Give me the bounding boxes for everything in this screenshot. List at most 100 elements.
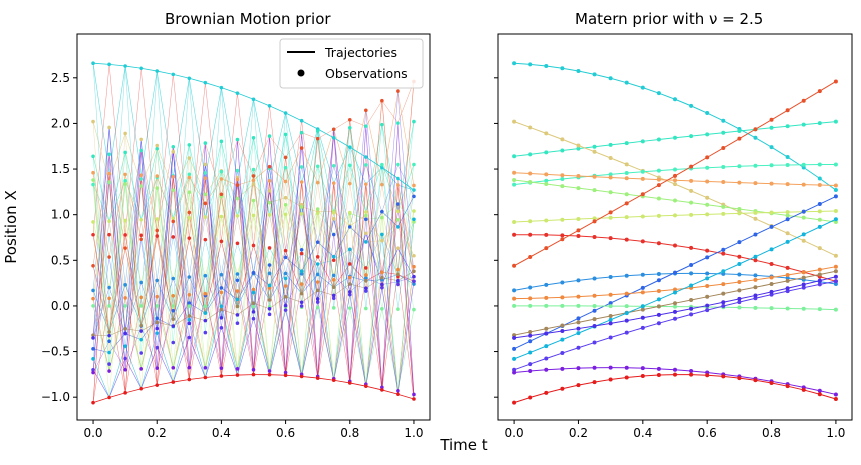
observation-point — [673, 372, 677, 377]
observation-point — [785, 276, 790, 281]
bm-observation-point — [412, 397, 416, 401]
bm-observation-point — [107, 333, 111, 338]
bm-observation-point — [283, 370, 288, 375]
bm-observation-point — [219, 374, 224, 378]
bm-observation-point — [283, 284, 288, 288]
observation-point — [512, 263, 517, 268]
observation-point — [608, 321, 613, 326]
observation-point — [560, 173, 565, 178]
bm-observation-point — [235, 177, 240, 182]
bm-observation-point — [203, 273, 208, 278]
bm-observation-point — [267, 134, 272, 138]
observation-point — [560, 323, 565, 328]
observation-point — [785, 182, 790, 187]
observation-point — [512, 119, 517, 124]
left-observation-points — [91, 61, 416, 405]
bm-observation-point — [412, 279, 416, 284]
observation-point — [673, 304, 677, 309]
observation-point — [576, 316, 581, 321]
bm-observation-point — [139, 66, 143, 71]
bm-observation-point — [299, 291, 304, 296]
bm-observation-point — [187, 314, 192, 318]
observation-point — [705, 179, 710, 184]
observation-point — [512, 346, 517, 351]
bm-observation-point — [396, 388, 400, 393]
bm-observation-point — [364, 240, 368, 244]
observation-point — [753, 163, 758, 168]
bm-observation-point — [107, 285, 111, 290]
bm-observation-point — [235, 289, 240, 293]
bm-observation-point — [364, 210, 368, 214]
bm-observation-point — [123, 344, 127, 348]
observation-point — [817, 272, 822, 277]
observation-point — [753, 305, 758, 310]
y-tick-label: 2.5 — [51, 71, 70, 85]
observation-point — [817, 267, 822, 272]
bm-observation-point — [331, 306, 336, 310]
bm-observation-point — [283, 373, 288, 378]
bm-observation-point — [380, 307, 384, 311]
observation-point — [705, 271, 710, 276]
bm-observation-point — [235, 321, 240, 326]
bm-observation-point — [412, 162, 416, 167]
y-tick-label: 0.0 — [51, 299, 70, 313]
observation-point — [769, 282, 774, 287]
bm-observation-point — [396, 267, 400, 272]
observation-point — [721, 180, 726, 185]
bm-observation-point — [219, 214, 224, 219]
bm-observation-point — [219, 139, 224, 144]
observation-point — [689, 369, 694, 374]
observation-point — [640, 307, 645, 312]
y-axis-title: Position X — [2, 190, 20, 263]
observation-point — [689, 312, 694, 317]
bm-observation-point — [171, 149, 176, 154]
observation-point — [608, 142, 613, 147]
bm-observation-point — [364, 306, 368, 311]
observation-point — [624, 176, 629, 181]
observation-point — [544, 303, 549, 308]
observation-point — [640, 315, 645, 320]
bm-observation-point — [171, 72, 176, 77]
observation-point — [753, 293, 758, 298]
observation-point — [737, 240, 742, 245]
observation-point — [560, 137, 565, 142]
observation-point — [656, 183, 661, 188]
observation-point — [801, 165, 806, 170]
observation-point — [769, 224, 774, 229]
observation-point — [705, 276, 710, 281]
observation-point — [801, 122, 806, 127]
bm-observation-point — [235, 313, 240, 317]
observation-point — [512, 335, 517, 340]
bm-observation-point — [91, 368, 95, 372]
observation-point — [528, 339, 533, 344]
bm-observation-point — [283, 132, 288, 137]
observation-point — [512, 370, 517, 375]
bm-observation-point — [139, 184, 143, 188]
bm-observation-point — [396, 89, 400, 93]
bm-observation-point — [299, 205, 304, 209]
bm-observation-point — [283, 111, 288, 115]
bm-observation-point — [396, 307, 400, 311]
bm-observation-point — [331, 232, 336, 237]
bm-observation-point — [91, 304, 95, 308]
bm-observation-point — [187, 321, 192, 326]
observation-point — [656, 271, 661, 276]
bm-observation-point — [283, 255, 288, 260]
observation-point — [817, 209, 822, 214]
observation-point — [689, 134, 694, 139]
bm-observation-point — [364, 217, 368, 222]
bm-observation-point — [107, 304, 111, 308]
observation-point — [544, 326, 549, 331]
observation-point — [592, 72, 597, 77]
bm-observation-point — [251, 368, 256, 372]
observation-point — [624, 162, 629, 167]
observation-point — [544, 182, 549, 187]
bm-observation-point — [235, 367, 240, 371]
observation-point — [656, 297, 661, 302]
observation-point — [673, 287, 677, 292]
observation-point — [528, 219, 533, 224]
observation-point — [624, 291, 629, 296]
bm-observation-point — [235, 214, 240, 218]
observation-point — [753, 378, 758, 383]
observation-point — [608, 156, 613, 161]
